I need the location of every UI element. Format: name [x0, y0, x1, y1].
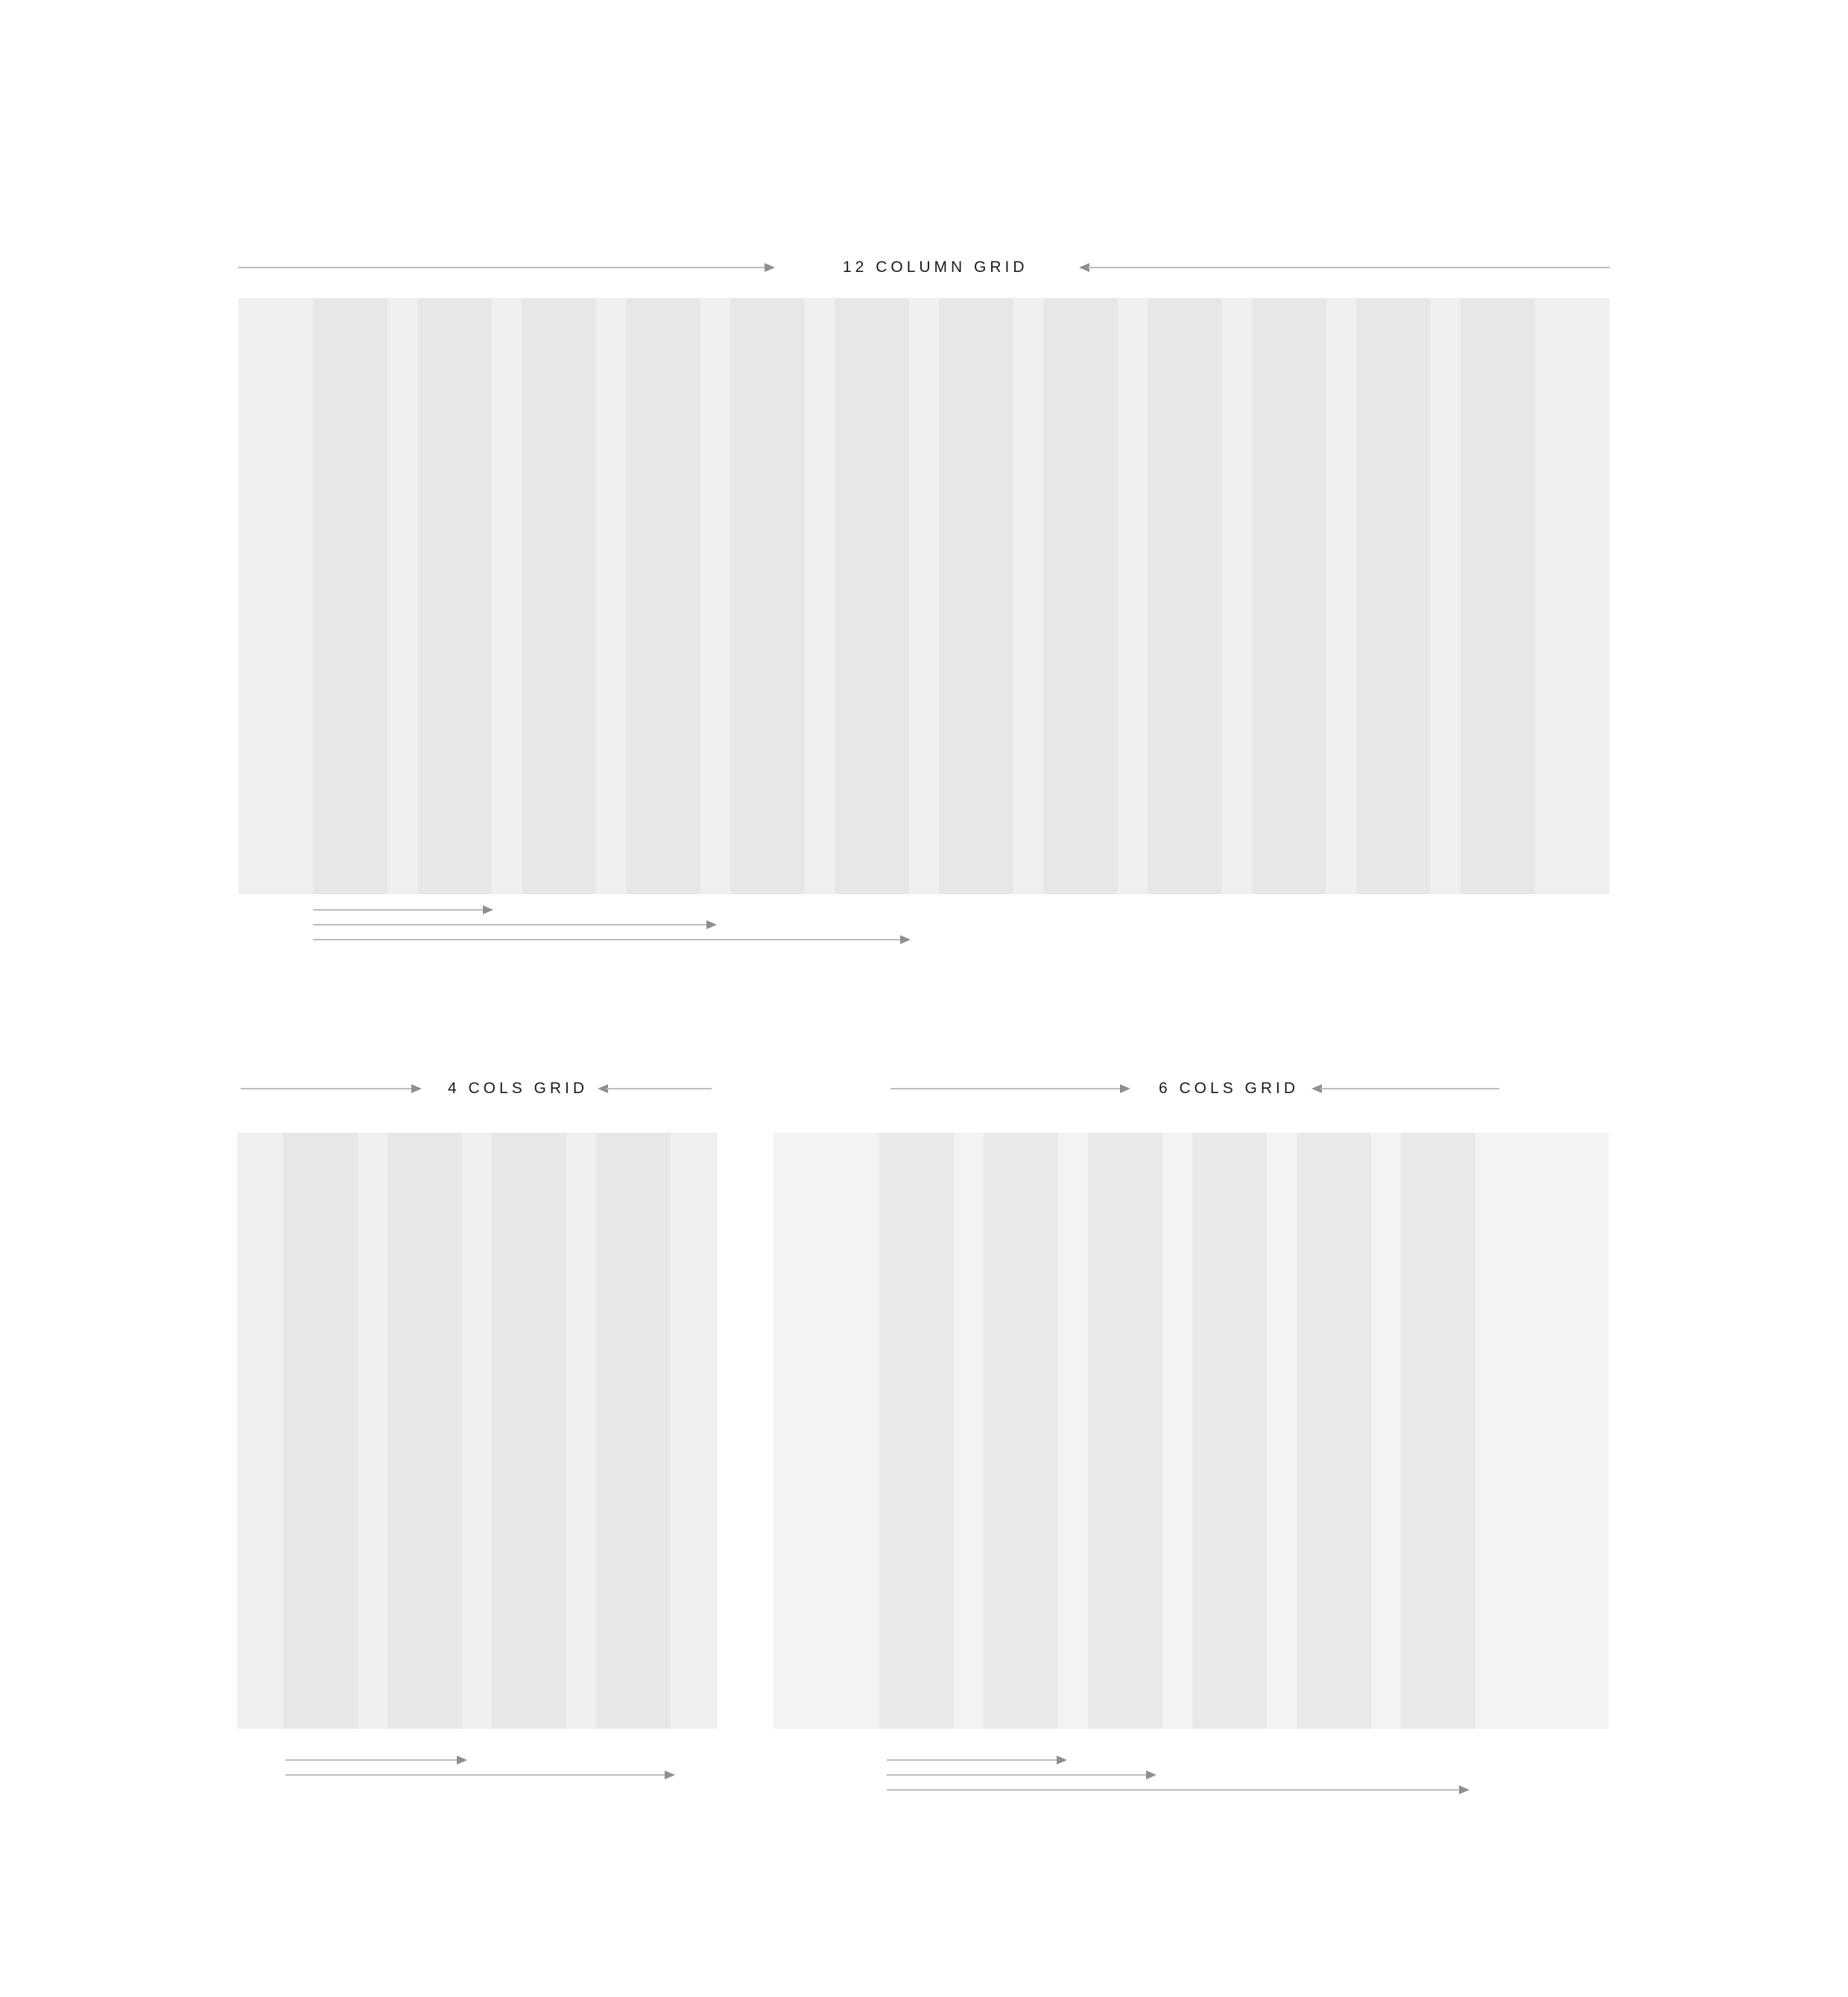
grid-6-column-2: [984, 1133, 1058, 1729]
grid-12-column-5: [730, 298, 805, 894]
grid-12-column-3: [522, 298, 596, 894]
grid-4-column-2: [387, 1133, 462, 1729]
grid-6-width-arrow-right-head: [1311, 1084, 1322, 1093]
grid-6-span-arrow-2-head: [1146, 1770, 1156, 1779]
grid-12-column-7: [939, 298, 1013, 894]
grid-12-column-9: [1148, 298, 1222, 894]
grid-12-panel: [238, 298, 1610, 894]
grid-4-column-4: [596, 1133, 671, 1729]
grid-4-column-1: [283, 1133, 358, 1729]
grid-4-column-3: [492, 1133, 566, 1729]
grid-4-width-arrow-left-head: [411, 1084, 422, 1093]
grid-6-title: 6 COLS GRID: [1159, 1080, 1300, 1097]
grid-12-column-2: [417, 298, 492, 894]
grid-6-column-3: [1088, 1133, 1162, 1729]
grid-12-column-11: [1356, 298, 1431, 894]
grid-12-column-1: [313, 298, 387, 894]
grid-4-panel: [237, 1133, 718, 1729]
grid-6-span-arrow-3-head: [1459, 1785, 1469, 1794]
grid-12-column-8: [1043, 298, 1118, 894]
grid-6-column-4: [1192, 1133, 1267, 1729]
grid-6-panel: [773, 1133, 1609, 1729]
grid-4-width-arrow-right-head: [598, 1084, 608, 1093]
grid-4-span-arrow-1-head: [457, 1756, 467, 1765]
grid-4-span-arrow-2-head: [665, 1770, 675, 1779]
grid-6-column-1: [879, 1133, 954, 1729]
grid-12-span-arrow-3-head: [900, 935, 911, 944]
grid-6-column-6: [1401, 1133, 1475, 1729]
grid-12-span-arrow-2-head: [706, 920, 717, 929]
grid-12-title: 12 COLUMN GRID: [843, 259, 1028, 276]
grid-12-span-arrow-1-head: [483, 905, 493, 914]
grid-4-title: 4 COLS GRID: [448, 1080, 589, 1097]
grid-12-column-4: [626, 298, 700, 894]
grid-6-column-5: [1297, 1133, 1371, 1729]
grid-12-width-arrow-right-head: [1079, 263, 1089, 272]
grid-12-column-10: [1252, 298, 1326, 894]
grid-12-column-12: [1461, 298, 1535, 894]
grid-12-column-6: [835, 298, 909, 894]
grid-6-span-arrow-1-head: [1057, 1756, 1067, 1765]
grid-12-width-arrow-left-head: [765, 263, 775, 272]
grid-6-width-arrow-left-head: [1120, 1084, 1130, 1093]
